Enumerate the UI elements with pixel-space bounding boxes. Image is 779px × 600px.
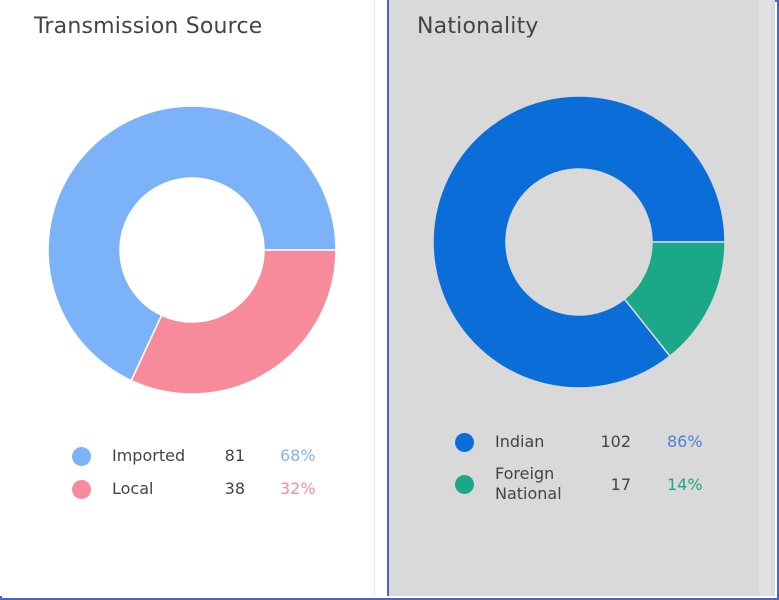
legend-swatch [72, 480, 91, 499]
legend-percent: 68% [280, 446, 316, 465]
legend-count: 17 [610, 475, 631, 494]
chart-title: Transmission Source [34, 14, 263, 39]
legend-label: Local [112, 479, 154, 498]
donut-slice-imported[interactable] [47, 105, 337, 382]
legend-label: Imported [112, 446, 186, 465]
legend-item[interactable]: Indian 102 86% [455, 428, 715, 460]
donut-slice-foreign-national[interactable] [623, 241, 726, 358]
nationality-donut [432, 95, 726, 389]
legend-percent: 86% [667, 432, 703, 451]
legend-count: 81 [224, 446, 245, 465]
legend-item[interactable]: Imported 81 68% [72, 442, 332, 475]
legend-percent: 14% [667, 475, 703, 494]
legend-item[interactable]: Foreign National 17 14% [455, 460, 715, 504]
legend-count: 38 [224, 479, 245, 498]
transmission-source-legend: Imported 81 68% Local 38 32% [72, 442, 332, 508]
panel-divider [374, 0, 375, 596]
legend-swatch [72, 447, 91, 466]
legend-label-line: Foreign [495, 464, 555, 483]
chart-title: Nationality [417, 14, 539, 39]
legend-swatch [455, 475, 474, 494]
donut-slice-indian[interactable] [432, 95, 726, 389]
legend-label-line: National [495, 484, 562, 503]
transmission-source-donut [47, 105, 337, 395]
nationality-legend: Indian 102 86% Foreign National 17 14% [455, 428, 715, 504]
panel-scroll-gutter [759, 0, 771, 596]
legend-count: 102 [600, 432, 631, 451]
legend-label: Indian [495, 432, 545, 451]
legend-item[interactable]: Local 38 32% [72, 475, 332, 508]
nationality-panel: Nationality Indian 102 86% Foreign Natio… [387, 0, 775, 596]
legend-percent: 32% [280, 479, 316, 498]
donut-slice-local[interactable] [130, 249, 337, 395]
legend-swatch [455, 433, 474, 452]
transmission-source-panel: Transmission Source Imported 81 68% Loca… [0, 0, 387, 596]
legend-label: Foreign National [495, 464, 562, 504]
